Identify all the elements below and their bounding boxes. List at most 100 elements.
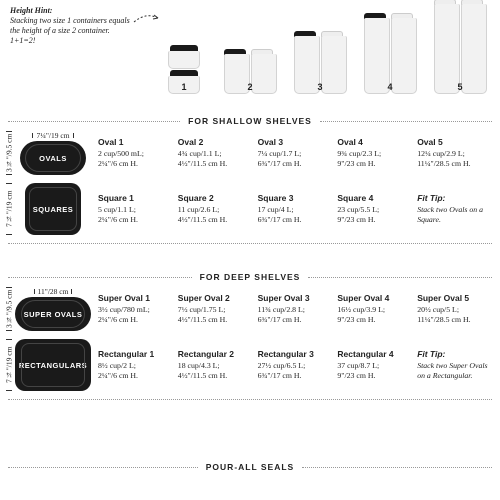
t: Rectangular 2 <box>178 349 255 360</box>
t: Oval 5 <box>417 137 494 148</box>
b: Stack two Super Ovals on a Rectangular. <box>417 361 487 380</box>
divider <box>8 243 492 244</box>
t: Square 2 <box>178 193 255 204</box>
l: 2 cup/500 mL; <box>98 149 144 158</box>
t: Square 3 <box>258 193 335 204</box>
dots <box>8 467 198 468</box>
l: 6¾"/17 cm H. <box>258 315 302 324</box>
specs-super-ovals: Super Oval 13½ cup/780 mL;2¼"/6 cm H. Su… <box>98 287 494 331</box>
measure-height: 3¾"/9.5 cm <box>4 287 14 331</box>
l: 6¾"/17 cm H. <box>258 159 302 168</box>
l: 3½ cup/780 mL; <box>98 305 150 314</box>
spec: Square 317 cup/4 L;6¾"/17 cm H. <box>258 193 335 224</box>
stage-label: 5 <box>430 82 490 92</box>
row-squares: 7¼"/19 cm SQUARES Square 15 cup/1.1 L;2¼… <box>0 181 500 241</box>
l: 11¼"/28.5 cm H. <box>417 159 470 168</box>
divider <box>8 399 492 400</box>
section-title: FOR SHALLOW SHELVES <box>180 116 320 126</box>
dots <box>8 121 180 122</box>
shape-rectangulars: RECTANGULARS <box>15 339 91 391</box>
l: 18 cup/4.3 L; <box>178 361 220 370</box>
pair <box>434 0 487 94</box>
l: 9"/23 cm H. <box>337 371 375 380</box>
l: 11¾ cup/2.8 L; <box>258 305 305 314</box>
spec: Super Oval 311¾ cup/2.8 L;6¾"/17 cm H. <box>258 293 335 324</box>
stage-col-5: 5 <box>430 0 490 94</box>
dots <box>320 121 492 122</box>
t: Oval 2 <box>178 137 255 148</box>
fit-tip: Fit Tip:Stack two Super Ovals on a Recta… <box>417 349 494 380</box>
section-title: POUR-ALL SEALS <box>198 462 302 472</box>
section-header: POUR-ALL SEALS <box>8 462 492 472</box>
l: 11¼"/28.5 cm H. <box>417 315 470 324</box>
measure-height: 7¼"/19 cm <box>4 183 14 235</box>
spec: Super Oval 27½ cup/1.75 L;4½"/11.5 cm H. <box>178 293 255 324</box>
l: 12¼ cup/2.9 L; <box>417 149 465 158</box>
container <box>434 4 460 94</box>
spec: Oval 512¼ cup/2.9 L;11¼"/28.5 cm H. <box>417 137 494 168</box>
l: 17 cup/4 L; <box>258 205 294 214</box>
l: 37 cup/8.7 L; <box>337 361 379 370</box>
arrow-icon <box>132 10 162 26</box>
l: 16½ cup/3.9 L; <box>337 305 385 314</box>
t: Super Oval 4 <box>337 293 414 304</box>
measure-height: 7¼"/19 cm <box>4 339 14 391</box>
t: Rectangular 1 <box>98 349 175 360</box>
measure-width-val: 11"/28 cm <box>35 287 72 296</box>
t: Fit Tip: <box>417 349 494 360</box>
l: 23 cup/5.5 L; <box>337 205 379 214</box>
l: 2¼"/6 cm H. <box>98 215 138 224</box>
l: 11 cup/2.6 L; <box>178 205 220 214</box>
shape-wrap: RECTANGULARS <box>14 339 92 391</box>
measure-height: 3¾"/9.5 cm <box>4 131 14 175</box>
hint-title: Height Hint: <box>10 6 130 16</box>
section-pour: POUR-ALL SEALS <box>0 458 500 475</box>
t: Oval 4 <box>337 137 414 148</box>
l: 4½"/11.5 cm H. <box>178 215 227 224</box>
container <box>461 4 487 94</box>
unit <box>434 0 460 94</box>
t: Rectangular 4 <box>337 349 414 360</box>
t: Rectangular 3 <box>258 349 335 360</box>
dots <box>302 467 492 468</box>
t: Oval 3 <box>258 137 335 148</box>
l: 5 cup/1.1 L; <box>98 205 136 214</box>
l: 9"/23 cm H. <box>337 159 375 168</box>
section-shallow: FOR SHALLOW SHELVES 3¾"/9.5 cm 7¼"/19 cm… <box>0 112 500 247</box>
row-rectangulars: 7¼"/19 cm RECTANGULARS Rectangular 18½ c… <box>0 337 500 397</box>
hint-body: Stacking two size 1 containers equals th… <box>10 16 130 45</box>
spec: Rectangular 327½ cup/6.5 L;6¾"/17 cm H. <box>258 349 335 380</box>
stage-label: 1 <box>160 82 208 92</box>
t: Super Oval 1 <box>98 293 175 304</box>
t: Fit Tip: <box>417 193 494 204</box>
t: Oval 1 <box>98 137 175 148</box>
stage-col-1: 1 <box>160 45 208 94</box>
container-stage: 1 2 3 4 5 <box>160 0 495 110</box>
l: 7½ cup/1.75 L; <box>178 305 226 314</box>
section-header: FOR SHALLOW SHELVES <box>8 116 492 126</box>
stage-col-2: 2 <box>222 49 278 94</box>
height-hint: Height Hint: Stacking two size 1 contain… <box>10 6 130 46</box>
measure-width: 7¼"/19 cm <box>32 131 73 141</box>
l: 4¾ cup/1.1 L; <box>178 149 222 158</box>
l: 4½"/11.5 cm H. <box>178 371 227 380</box>
section-header: FOR DEEP SHELVES <box>8 272 492 282</box>
spec: Super Oval 520½ cup/5 L;11¼"/28.5 cm H. <box>417 293 494 324</box>
spec: Oval 12 cup/500 mL;2¼"/6 cm H. <box>98 137 175 168</box>
l: 6¾"/17 cm H. <box>258 215 302 224</box>
section-title: FOR DEEP SHELVES <box>192 272 309 282</box>
measure-width-val: 7¼"/19 cm <box>33 131 72 140</box>
stage-label: 4 <box>360 82 420 92</box>
spec: Rectangular 437 cup/8.7 L;9"/23 cm H. <box>337 349 414 380</box>
spec: Super Oval 13½ cup/780 mL;2¼"/6 cm H. <box>98 293 175 324</box>
shape-wrap: SQUARES <box>14 183 92 235</box>
l: 2¼"/6 cm H. <box>98 159 138 168</box>
l: 9¾ cup/2.3 L; <box>337 149 381 158</box>
spec: Square 423 cup/5.5 L;9"/23 cm H. <box>337 193 414 224</box>
shape-wrap: 7¼"/19 cm OVALS <box>14 131 92 175</box>
l: 9"/23 cm H. <box>337 315 375 324</box>
l: 7¼ cup/1.7 L; <box>258 149 302 158</box>
section-deep: FOR DEEP SHELVES 3¾"/9.5 cm 11"/28 cm SU… <box>0 268 500 403</box>
spec: Square 15 cup/1.1 L;2¼"/6 cm H. <box>98 193 175 224</box>
l: 27½ cup/6.5 L; <box>258 361 306 370</box>
